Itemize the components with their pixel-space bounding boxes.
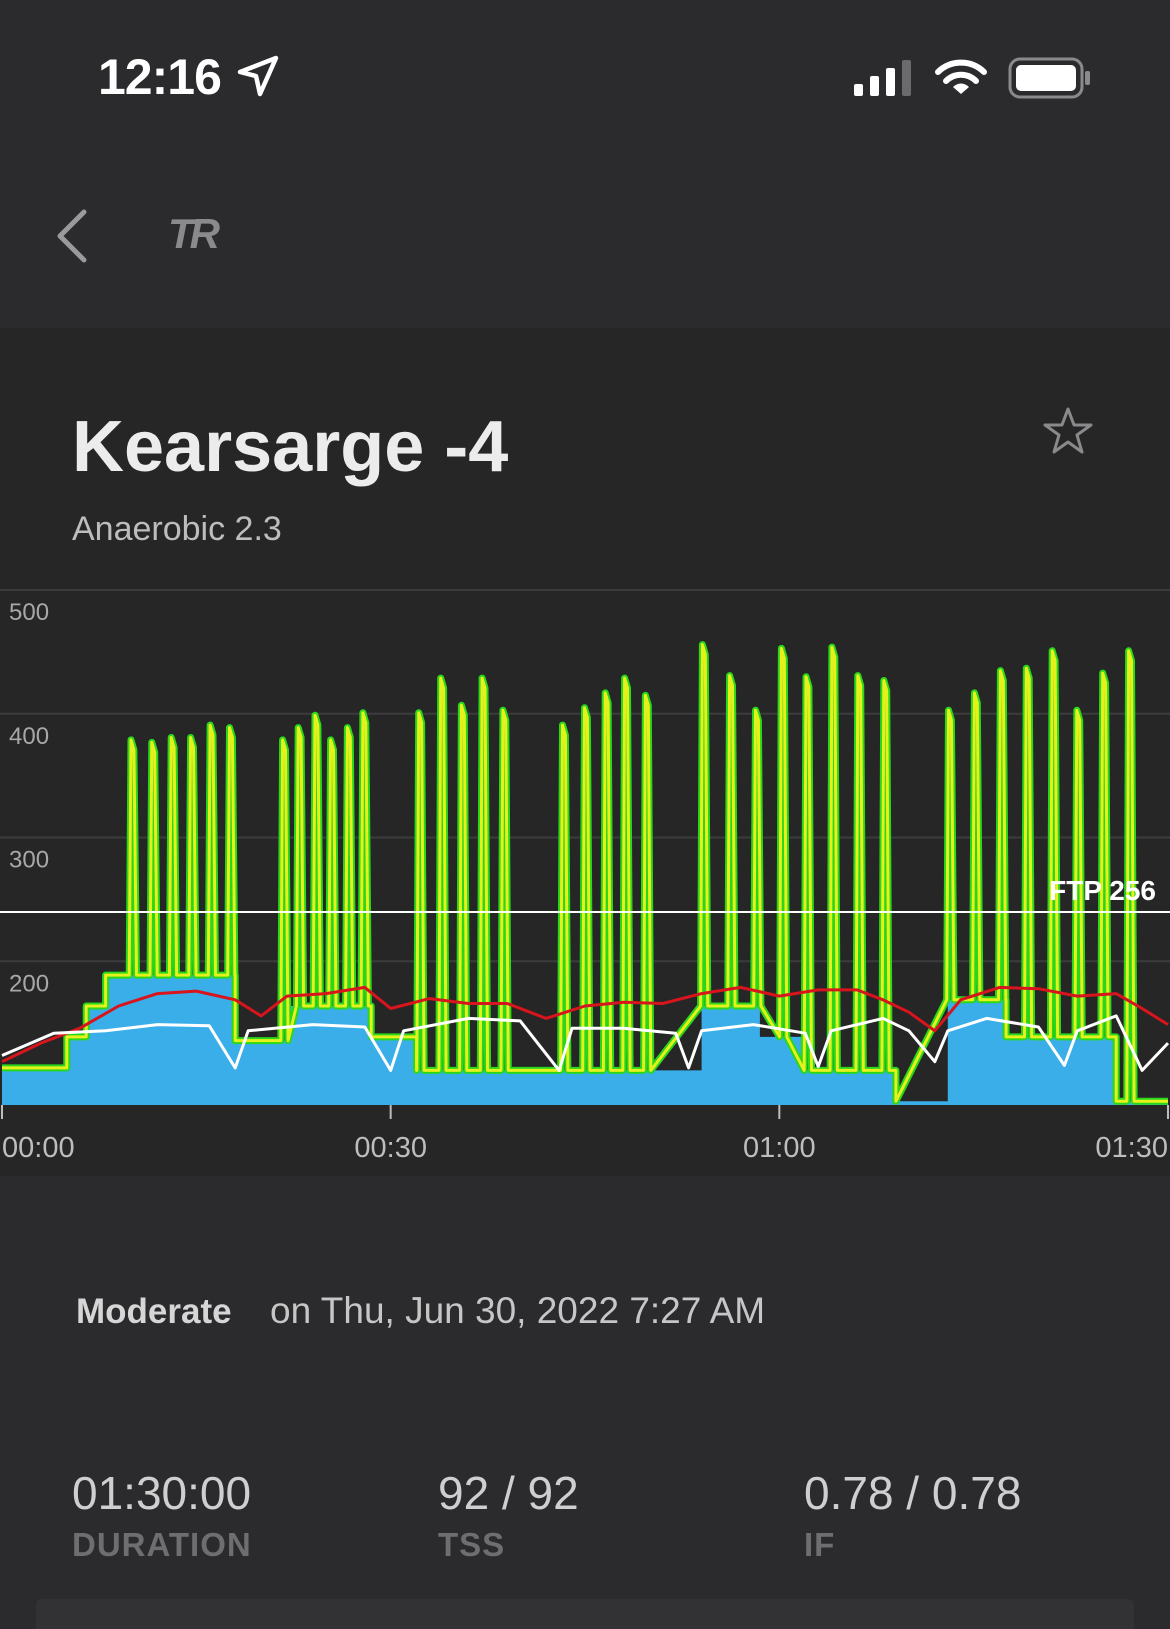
workout-chart: 200 300 400 500 FTP 256 00:00 00:30 01:00 01:3…: [0, 588, 1170, 1176]
wifi-icon: [935, 59, 987, 94]
workout-summary: Moderate on Thu, Jun 30, 2022 7:27 AM 01…: [0, 1176, 1170, 1629]
duration-value: 01:30:00: [72, 1467, 252, 1519]
y-tick-label: 400: [9, 723, 49, 750]
if-label: IF: [804, 1526, 836, 1563]
tss-value: 92 / 92: [438, 1467, 579, 1519]
workout-title: Kearsarge -4: [72, 407, 509, 487]
back-chevron-icon[interactable]: [50, 204, 94, 268]
workout-header: Kearsarge -4 Anaerobic 2.3: [0, 328, 1170, 588]
tss-label: TSS: [438, 1526, 506, 1563]
y-tick-label: 200: [9, 970, 49, 997]
status-bar: 12:16: [0, 0, 1170, 160]
trainerroad-logo: TR: [168, 210, 220, 257]
navigation-bar: TR: [0, 160, 1170, 328]
location-arrow-icon: [237, 55, 279, 97]
x-axis-band: [0, 1105, 1170, 1176]
status-time: 12:16: [98, 49, 222, 105]
workout-date: on Thu, Jun 30, 2022 7:27 AM: [270, 1290, 766, 1331]
power-line: [2, 643, 1168, 1103]
x-tick-label: 01:00: [743, 1132, 816, 1164]
duration-label: DURATION: [72, 1526, 252, 1563]
y-tick-label: 300: [9, 847, 49, 874]
cellular-signal-icon: [854, 60, 911, 96]
cadence-line: [1, 1014, 1170, 1072]
power-chart: 200 300 400 500 FTP 256 00:00 00:30 01:00 01:3…: [0, 589, 1170, 1176]
favorite-star-icon[interactable]: [1040, 404, 1096, 460]
heart-rate-line: [1, 985, 1169, 1064]
ftp-label: FTP 256: [1049, 875, 1156, 906]
x-tick-label: 01:30: [1095, 1132, 1168, 1164]
difficulty-level: Moderate: [76, 1292, 232, 1331]
y-tick-label: 500: [9, 599, 49, 626]
x-tick-label: 00:00: [2, 1132, 75, 1164]
x-tick-label: 00:30: [354, 1132, 427, 1164]
workout-subtitle: Anaerobic 2.3: [72, 510, 282, 548]
if-value: 0.78 / 0.78: [804, 1467, 1022, 1519]
bottom-card: [36, 1599, 1134, 1629]
battery-icon: [1008, 57, 1090, 99]
